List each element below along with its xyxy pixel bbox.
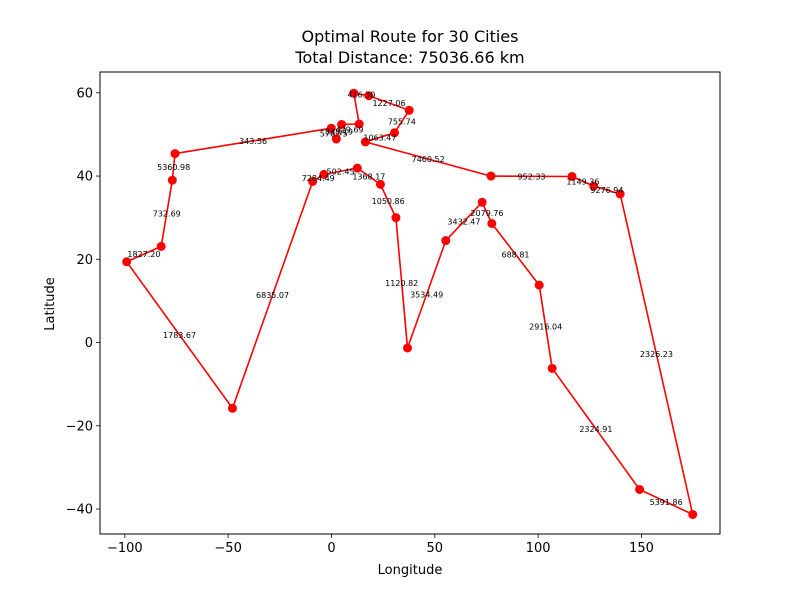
plot-area: −100 −50 0 50 100 150 −40 −20 0 20 40 60 416.301227.… [66,71,721,556]
city-marker [326,123,336,133]
y-tick-label: 0 [85,336,93,351]
city-marker [331,134,341,144]
city-marker [352,163,362,173]
city-marker [337,119,347,129]
edge-distance-label: 1783.67 [163,331,196,340]
city-marker [170,149,180,159]
city-marker [308,176,318,186]
y-tick-label: −40 [66,503,93,518]
city-marker [349,88,359,98]
chart-title: Optimal Route for 30 Cities [301,27,519,46]
city-marker [390,128,399,138]
city-marker [167,175,177,185]
edge-distance-label: 1149.36 [566,177,599,186]
edge-distance-label: 755.74 [388,118,416,127]
city-marker [615,189,625,199]
city-marker [441,236,451,246]
x-tick-label: 100 [526,541,551,556]
x-axis-label: Longitude [378,563,443,578]
city-marker [319,169,329,179]
city-marker [122,257,132,267]
city-marker [567,171,577,181]
edge-distance-label: 2916.04 [529,323,562,332]
y-tick-label: 60 [76,86,93,101]
edge-distance-label: 343.56 [239,137,267,146]
edge-distance-label: 5360.98 [157,163,190,172]
x-tick-label: −100 [107,541,143,556]
y-tick-label: −20 [66,419,93,434]
edge-distance-label: 732.69 [153,209,181,218]
x-tick-label: 150 [629,541,654,556]
edge-distance-label: 1063.47 [363,133,396,142]
edge-distance-label: 3432.47 [447,217,480,226]
city-marker [375,179,385,189]
edge-distance-label: 6835.07 [256,291,289,300]
edge-distance-label: 838.19 [325,128,353,137]
edge-distance-label: 2326.23 [640,350,673,359]
edge-distance-label: 1120.82 [385,279,418,288]
city-marker [547,363,557,373]
city-marker [404,105,414,115]
city-marker [360,137,370,147]
edge-distance-label: 1827.20 [127,250,160,259]
edge-distance-label: 952.33 [518,172,546,181]
city-marker [403,343,413,353]
edge-distance-label: 2079.76 [470,209,503,218]
route-line [125,92,694,516]
edge-distance-label: 429.69 [336,125,364,134]
x-tick-label: 50 [427,541,444,556]
chart-subtitle: Total Distance: 75036.66 km [295,48,525,67]
axes-frame [99,71,721,535]
city-marker [589,181,599,191]
y-tick-label: 40 [76,170,93,185]
edge-distance-label: 688.81 [502,250,530,259]
edge-distance-label: 1368.17 [352,172,385,181]
edge-distance-label: 1227.06 [372,99,405,108]
edge-distance-label: 502.45 [327,167,355,176]
city-marker [635,484,645,494]
city-marker [156,241,166,251]
city-marker [486,171,496,181]
edge-distance-label: 416.30 [347,90,375,99]
edge-distance-label: 5391.86 [650,498,683,507]
city-marker [364,91,374,101]
edge-distance-label: 7284.49 [302,174,335,183]
city-marker [688,509,698,519]
city-marker [477,197,487,207]
edge-distance-label: 1050.86 [372,197,405,206]
y-tick-label: 20 [76,253,93,268]
edge-distance-label: 576.75 [320,130,348,139]
edge-distance-label: 2324.91 [579,425,612,434]
city-marker [534,280,544,290]
y-axis-label: Latitude [43,277,58,331]
city-marker [487,219,497,229]
x-tick-label: −50 [214,541,241,556]
city-marker [354,119,364,129]
edge-distance-label: 7460.52 [412,155,445,164]
edge-distance-label: 3534.49 [410,290,443,299]
city-marker [391,213,401,223]
x-tick-label: 0 [327,541,335,556]
edge-distance-label: 9276.94 [590,186,623,195]
city-marker [227,403,237,413]
